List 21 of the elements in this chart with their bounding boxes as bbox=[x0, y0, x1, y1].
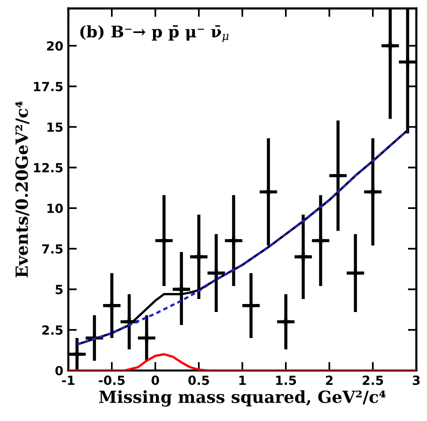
x-tick-label: 1 bbox=[239, 376, 246, 385]
y-tick-label: 0 bbox=[55, 366, 63, 376]
x-tick-label: 0.5 bbox=[188, 376, 210, 386]
x-tick-label: 2.5 bbox=[362, 376, 384, 386]
y-tick-label: 7.5 bbox=[42, 244, 63, 254]
y-tick-label: 10 bbox=[47, 204, 63, 214]
x-tick-label: 2 bbox=[326, 376, 333, 385]
y-tick-label: 5 bbox=[56, 284, 63, 294]
y-tick-label: 17.5 bbox=[34, 82, 63, 92]
y-axis-title: Events/0.20GeV²/c⁴ bbox=[15, 101, 30, 278]
y-tick-label: 2.5 bbox=[42, 325, 63, 335]
x-tick-label: 1.5 bbox=[276, 376, 296, 386]
y-tick-label: 20 bbox=[47, 41, 63, 51]
y-tick-label: 15 bbox=[47, 122, 63, 132]
x-tick-label: -1 bbox=[62, 376, 74, 385]
x-tick-label: -0.5 bbox=[98, 376, 125, 386]
x-tick-label: 3 bbox=[412, 376, 420, 386]
x-axis-title: Missing mass squared, GeV²/c⁴ bbox=[99, 390, 386, 407]
annotation: (b) B⁻→ p p̄ μ⁻ ν̄$_{μ}$ bbox=[80, 25, 229, 42]
x-tick-label: 0 bbox=[152, 376, 160, 386]
y-tick-label: 12.5 bbox=[34, 163, 63, 172]
